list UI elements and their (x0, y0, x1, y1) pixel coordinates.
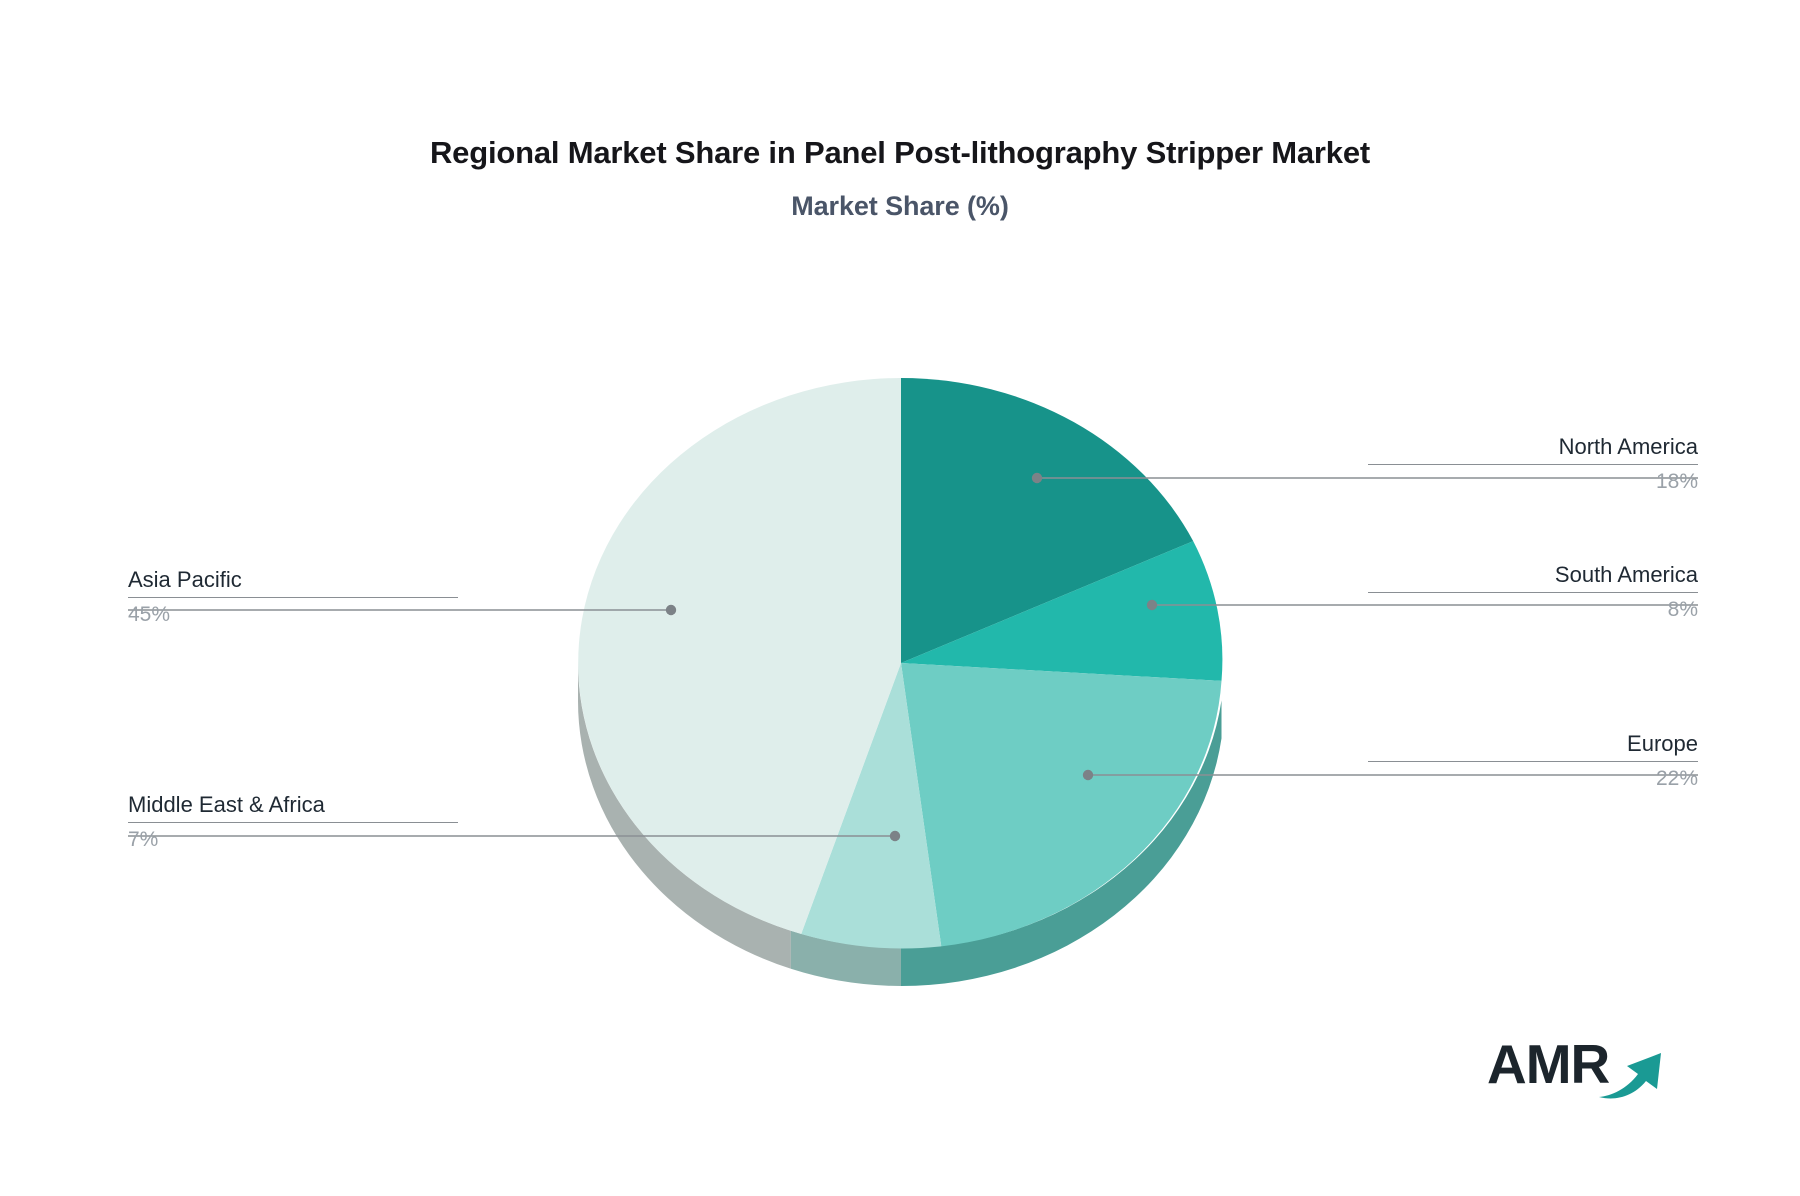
callout-value-europe: 22% (1655, 767, 1698, 790)
callout-europe[interactable]: Europe 22% (1368, 729, 1698, 793)
callout-middle-east-africa[interactable]: Middle East & Africa 7% (128, 790, 458, 854)
anchor-dot-europe (1082, 769, 1094, 781)
callout-rule-europe (1368, 761, 1698, 762)
pie-side-europe (901, 700, 1222, 987)
pie-anchor-dots (665, 472, 1158, 842)
amr-arrow-icon (1599, 1053, 1661, 1099)
callout-north-america[interactable]: North America 18% (1368, 432, 1698, 496)
pie-3d-side-walls (578, 663, 1222, 987)
callout-label-asia-pacific: Asia Pacific (128, 567, 242, 592)
anchor-dot-south-america (1146, 599, 1158, 611)
callout-label-south-america: South America (1554, 562, 1698, 587)
chart-title: Regional Market Share in Panel Post-lith… (430, 135, 1370, 170)
pie-slice-south-america[interactable] (901, 541, 1223, 681)
amr-logo: AMR (1487, 1033, 1662, 1105)
callout-label-middle-east-africa: Middle East & Africa (128, 792, 325, 817)
pie-slices (578, 377, 1223, 949)
callout-rule-south-america (1368, 592, 1698, 593)
anchor-dot-asia-pacific (665, 604, 677, 616)
pie-side-mea (790, 930, 901, 986)
callout-label-europe: Europe (1627, 731, 1698, 756)
callout-value-middle-east-africa: 7% (128, 828, 159, 851)
callout-value-north-america: 18% (1655, 470, 1698, 493)
chart-subtitle: Market Share (%) (791, 191, 1009, 221)
pie-side-asia-pacific (578, 663, 791, 969)
callout-rule-north-america (1368, 464, 1698, 465)
callout-rule-asia-pacific (128, 597, 458, 598)
anchor-dot-north-america (1031, 472, 1043, 484)
pie-slice-europe[interactable] (901, 663, 1222, 947)
amr-wordmark: AMR (1487, 1033, 1610, 1095)
callout-asia-pacific[interactable]: Asia Pacific 45% (128, 565, 458, 629)
callout-rule-middle-east-africa (128, 822, 458, 823)
pie-slice-asia-pacific[interactable] (578, 378, 901, 934)
callout-label-north-america: North America (1558, 434, 1698, 459)
anchor-dot-middle-east-africa (889, 830, 901, 842)
callout-value-asia-pacific: 45% (128, 603, 171, 626)
callout-south-america[interactable]: South America 8% (1368, 560, 1698, 624)
pie-slice-middle-east-africa[interactable] (801, 663, 942, 949)
pie-leader-lines (128, 477, 1698, 837)
callout-value-south-america: 8% (1667, 598, 1698, 621)
pie-slice-north-america[interactable] (901, 377, 1194, 663)
